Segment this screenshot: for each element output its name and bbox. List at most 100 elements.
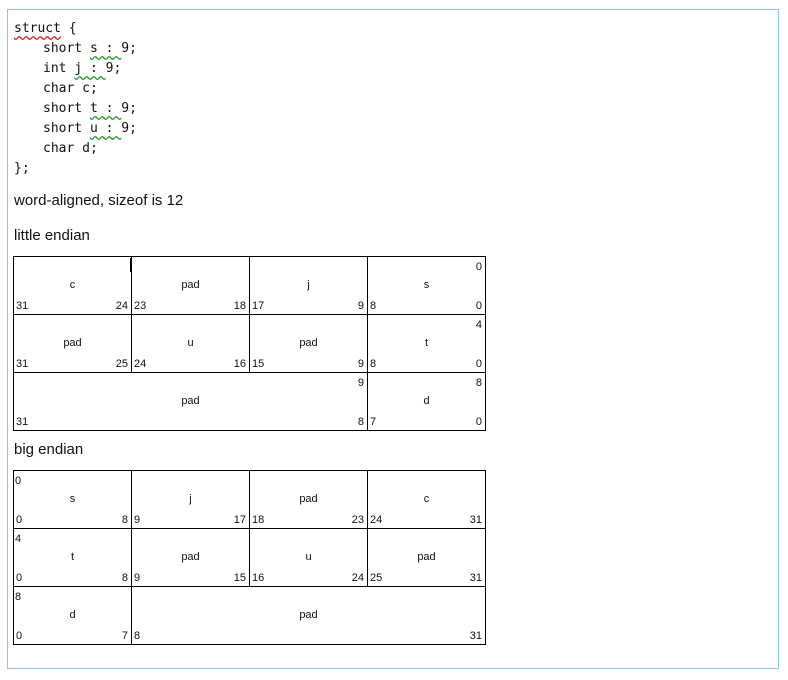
bitfield-cell: 9 pad 31 8: [13, 372, 368, 431]
document-frame: [7, 9, 779, 669]
text-cursor: [130, 258, 131, 272]
code-line: short u : 9;: [14, 119, 137, 139]
code-token: struct: [14, 21, 61, 36]
bitfield-cell: pad 9 15: [131, 528, 250, 587]
bit-end: 24: [351, 572, 364, 584]
word-row: 0 s 0 8 j 9 17 pad 18 23 c 24 31: [13, 470, 486, 529]
bit-end: 15: [233, 572, 246, 584]
byte-offset: 8: [15, 591, 22, 603]
bit-end: 31: [469, 630, 482, 642]
field-label: u: [305, 551, 312, 563]
word-row: pad 31 25 u 24 16 pad 15 9 4 t 8 0: [13, 314, 486, 373]
bitfield-cell: 0 s 8 0: [367, 256, 486, 315]
code-line: char c;: [14, 79, 137, 99]
code-token: short: [43, 101, 90, 116]
field-label: j: [189, 493, 192, 505]
bit-start: 31: [16, 416, 29, 428]
bit-end: 8: [357, 416, 364, 428]
bit-start: 15: [252, 358, 265, 370]
bitfield-cell: 4 t 0 8: [13, 528, 132, 587]
field-label: t: [424, 337, 429, 349]
struct-code: struct {short s : 9; int j : 9; char c; sho…: [14, 19, 137, 179]
code-token: 9;: [105, 61, 122, 76]
bit-start: 0: [16, 572, 23, 584]
bit-start: 8: [370, 300, 377, 312]
bitfield-cell: 8 d 0 7: [13, 586, 132, 645]
code-token: t :: [89, 101, 122, 116]
byte-offset: 4: [475, 319, 482, 331]
byte-offset: 9: [357, 377, 364, 389]
field-label: s: [69, 493, 76, 505]
bitfield-cell: pad 15 9: [249, 314, 368, 373]
code-token: 9;: [121, 41, 137, 56]
bitfield-cell: pad 31 25: [13, 314, 132, 373]
code-line: };: [14, 159, 137, 179]
field-label: pad: [299, 337, 318, 349]
bitfield-cell: c 24 31: [367, 470, 486, 529]
code-line: short t : 9;: [14, 99, 137, 119]
byte-offset: 8: [475, 377, 482, 389]
sizeof-summary: word-aligned, sizeof is 12: [14, 192, 184, 209]
code-token: char d;: [43, 141, 98, 156]
bitfield-cell: pad 8 31: [131, 586, 486, 645]
field-label: pad: [299, 609, 318, 621]
field-label: c: [69, 279, 76, 291]
byte-offset: 4: [15, 533, 22, 545]
bit-start: 24: [370, 514, 383, 526]
bit-end: 23: [351, 514, 364, 526]
code-token: 9;: [121, 101, 137, 116]
code-token: s :: [89, 41, 122, 56]
bit-start: 9: [134, 514, 141, 526]
word-row: 8 d 0 7 pad 8 31: [13, 586, 486, 645]
bitfield-cell: 4 t 8 0: [367, 314, 486, 373]
bit-start: 24: [134, 358, 147, 370]
bitfield-cell: u 24 16: [131, 314, 250, 373]
bit-start: 17: [252, 300, 265, 312]
bit-start: 23: [134, 300, 147, 312]
field-label: pad: [181, 279, 200, 291]
big-endian-heading: big endian: [14, 441, 84, 458]
bit-end: 31: [469, 572, 482, 584]
code-line: int j : 9;: [14, 59, 137, 79]
bit-end: 31: [469, 514, 482, 526]
code-token: short: [43, 121, 90, 136]
bitfield-cell: j 17 9: [249, 256, 368, 315]
bit-start: 31: [16, 300, 29, 312]
bit-end: 7: [121, 630, 128, 642]
bit-end: 18: [233, 300, 246, 312]
code-line: struct {: [14, 19, 137, 39]
bit-start: 8: [134, 630, 141, 642]
bitfield-cell: 8 d 7 0: [367, 372, 486, 431]
field-label: s: [423, 279, 430, 291]
word-row: 9 pad 31 8 8 d 7 0: [13, 372, 486, 431]
bit-end: 8: [121, 514, 128, 526]
bit-end: 0: [475, 300, 482, 312]
word-row: c 31 24 pad 23 18 j 17 9 0 s 8 0: [13, 256, 486, 315]
field-label: pad: [181, 551, 200, 563]
bit-end: 25: [115, 358, 128, 370]
code-line: short s : 9;: [14, 39, 137, 59]
bit-start: 31: [16, 358, 29, 370]
field-label: pad: [63, 337, 82, 349]
bit-end: 9: [357, 358, 364, 370]
byte-offset: 0: [475, 261, 482, 273]
little-endian-table: c 31 24 pad 23 18 j 17 9 0 s 8 0 pad 31 25 u 24 16 pad 15 9 4 t…: [13, 256, 486, 431]
code-token: 9;: [121, 121, 137, 136]
bit-start: 7: [370, 416, 377, 428]
field-label: pad: [299, 493, 318, 505]
bit-start: 9: [134, 572, 141, 584]
code-token: };: [14, 161, 30, 176]
bit-start: 18: [252, 514, 265, 526]
bit-end: 24: [115, 300, 128, 312]
field-label: c: [423, 493, 430, 505]
field-label: t: [70, 551, 75, 563]
bit-end: 0: [475, 358, 482, 370]
bit-start: 8: [370, 358, 377, 370]
field-label: pad: [417, 551, 436, 563]
bitfield-cell: pad 18 23: [249, 470, 368, 529]
big-endian-table: 0 s 0 8 j 9 17 pad 18 23 c 24 31 4 t 0 8 pad 9 15 u 16 24 pad 25…: [13, 470, 486, 645]
bitfield-cell: u 16 24: [249, 528, 368, 587]
field-label: d: [423, 395, 430, 407]
bit-start: 16: [252, 572, 265, 584]
bit-end: 16: [233, 358, 246, 370]
